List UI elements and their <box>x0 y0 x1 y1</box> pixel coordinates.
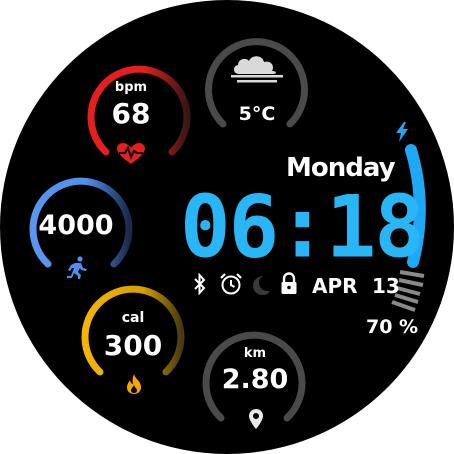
temperature-value: 5°C <box>238 103 276 125</box>
date-month: APR <box>312 274 358 298</box>
distance-unit: km <box>243 346 267 361</box>
weather-gauge <box>205 38 308 128</box>
moon-icon <box>253 276 270 295</box>
lightning-icon <box>396 122 408 142</box>
heart-rate-unit: bpm <box>114 80 148 95</box>
steps-gauge <box>29 177 133 268</box>
calories-value: 300 <box>103 329 163 362</box>
flame-icon <box>127 374 141 394</box>
battery-percent: 70 % <box>366 316 419 338</box>
calories-unit: cal <box>121 310 145 326</box>
calories-gauge <box>81 285 185 376</box>
lock-icon <box>281 272 297 294</box>
bluetooth-icon <box>194 273 206 295</box>
battery-remaining-ticks <box>391 270 425 312</box>
distance-value: 2.80 <box>221 364 289 395</box>
time-display: 06:18 <box>180 177 425 277</box>
cloud-fog-icon <box>231 56 283 83</box>
battery-gauge <box>405 144 426 268</box>
date-day: 13 <box>372 274 400 298</box>
runner-icon <box>67 256 87 279</box>
distance-gauge <box>202 331 306 422</box>
day-of-week: Monday <box>286 153 396 183</box>
steps-value: 4000 <box>38 210 114 241</box>
alarm-clock-icon <box>220 273 242 295</box>
location-pin-icon <box>249 409 263 429</box>
heart-pulse-icon <box>117 143 145 164</box>
heart-rate-gauge <box>87 65 191 156</box>
heart-rate-value: 68 <box>111 97 151 130</box>
